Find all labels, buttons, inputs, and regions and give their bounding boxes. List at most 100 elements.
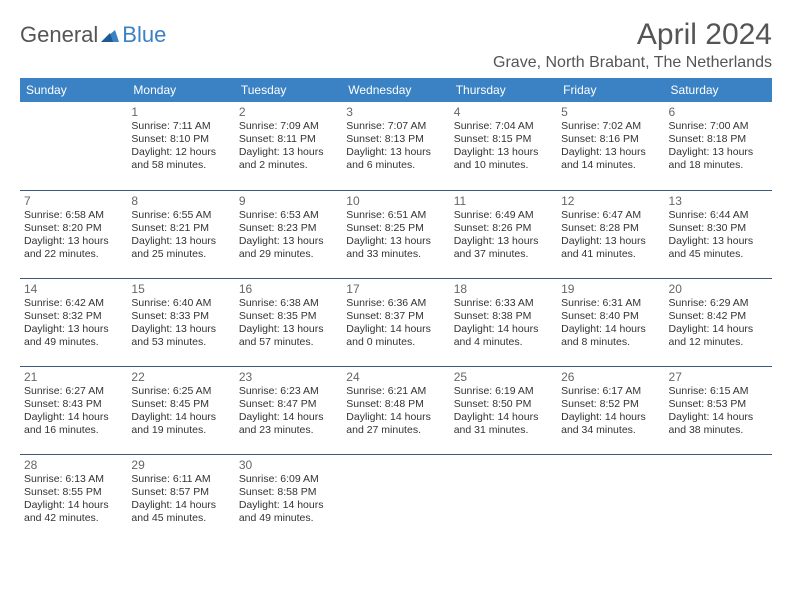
day-info: Sunrise: 6:51 AMSunset: 8:25 PMDaylight:… bbox=[346, 209, 445, 262]
calendar-day-cell: 3Sunrise: 7:07 AMSunset: 8:13 PMDaylight… bbox=[342, 102, 449, 190]
day-number: 29 bbox=[131, 458, 230, 472]
day-number: 28 bbox=[24, 458, 123, 472]
calendar-week-row: 28Sunrise: 6:13 AMSunset: 8:55 PMDayligh… bbox=[20, 454, 772, 542]
day-info: Sunrise: 6:11 AMSunset: 8:57 PMDaylight:… bbox=[131, 473, 230, 526]
calendar-day-cell: 27Sunrise: 6:15 AMSunset: 8:53 PMDayligh… bbox=[665, 366, 772, 454]
calendar-day-cell: 22Sunrise: 6:25 AMSunset: 8:45 PMDayligh… bbox=[127, 366, 234, 454]
brand-triangle-icon bbox=[101, 28, 119, 42]
day-info: Sunrise: 6:40 AMSunset: 8:33 PMDaylight:… bbox=[131, 297, 230, 350]
calendar-day-cell: 18Sunrise: 6:33 AMSunset: 8:38 PMDayligh… bbox=[450, 278, 557, 366]
day-number: 18 bbox=[454, 282, 553, 296]
calendar-day-cell: 7Sunrise: 6:58 AMSunset: 8:20 PMDaylight… bbox=[20, 190, 127, 278]
calendar-day-cell: 20Sunrise: 6:29 AMSunset: 8:42 PMDayligh… bbox=[665, 278, 772, 366]
calendar-empty-cell bbox=[665, 454, 772, 542]
calendar-week-row: 7Sunrise: 6:58 AMSunset: 8:20 PMDaylight… bbox=[20, 190, 772, 278]
calendar-day-cell: 11Sunrise: 6:49 AMSunset: 8:26 PMDayligh… bbox=[450, 190, 557, 278]
month-title: April 2024 bbox=[493, 18, 772, 52]
day-info: Sunrise: 6:31 AMSunset: 8:40 PMDaylight:… bbox=[561, 297, 660, 350]
day-number: 13 bbox=[669, 194, 768, 208]
day-info: Sunrise: 6:25 AMSunset: 8:45 PMDaylight:… bbox=[131, 385, 230, 438]
day-number: 24 bbox=[346, 370, 445, 384]
day-info: Sunrise: 6:44 AMSunset: 8:30 PMDaylight:… bbox=[669, 209, 768, 262]
calendar-day-cell: 21Sunrise: 6:27 AMSunset: 8:43 PMDayligh… bbox=[20, 366, 127, 454]
day-info: Sunrise: 6:13 AMSunset: 8:55 PMDaylight:… bbox=[24, 473, 123, 526]
day-number: 7 bbox=[24, 194, 123, 208]
calendar-day-cell: 28Sunrise: 6:13 AMSunset: 8:55 PMDayligh… bbox=[20, 454, 127, 542]
calendar-week-row: 21Sunrise: 6:27 AMSunset: 8:43 PMDayligh… bbox=[20, 366, 772, 454]
calendar-body: 1Sunrise: 7:11 AMSunset: 8:10 PMDaylight… bbox=[20, 102, 772, 542]
day-number: 1 bbox=[131, 105, 230, 119]
location-text: Grave, North Brabant, The Netherlands bbox=[493, 54, 772, 72]
weekday-header: Tuesday bbox=[235, 78, 342, 102]
day-info: Sunrise: 6:42 AMSunset: 8:32 PMDaylight:… bbox=[24, 297, 123, 350]
calendar-week-row: 1Sunrise: 7:11 AMSunset: 8:10 PMDaylight… bbox=[20, 102, 772, 190]
day-number: 6 bbox=[669, 105, 768, 119]
day-info: Sunrise: 6:27 AMSunset: 8:43 PMDaylight:… bbox=[24, 385, 123, 438]
calendar-day-cell: 12Sunrise: 6:47 AMSunset: 8:28 PMDayligh… bbox=[557, 190, 664, 278]
calendar-day-cell: 4Sunrise: 7:04 AMSunset: 8:15 PMDaylight… bbox=[450, 102, 557, 190]
day-number: 15 bbox=[131, 282, 230, 296]
day-number: 14 bbox=[24, 282, 123, 296]
calendar-day-cell: 25Sunrise: 6:19 AMSunset: 8:50 PMDayligh… bbox=[450, 366, 557, 454]
day-number: 8 bbox=[131, 194, 230, 208]
day-number: 27 bbox=[669, 370, 768, 384]
calendar-day-cell: 1Sunrise: 7:11 AMSunset: 8:10 PMDaylight… bbox=[127, 102, 234, 190]
day-number: 4 bbox=[454, 105, 553, 119]
calendar-day-cell: 8Sunrise: 6:55 AMSunset: 8:21 PMDaylight… bbox=[127, 190, 234, 278]
day-number: 26 bbox=[561, 370, 660, 384]
title-block: April 2024 Grave, North Brabant, The Net… bbox=[493, 18, 772, 72]
calendar-day-cell: 16Sunrise: 6:38 AMSunset: 8:35 PMDayligh… bbox=[235, 278, 342, 366]
day-number: 25 bbox=[454, 370, 553, 384]
day-info: Sunrise: 6:49 AMSunset: 8:26 PMDaylight:… bbox=[454, 209, 553, 262]
brand-part2: Blue bbox=[122, 22, 166, 48]
day-number: 9 bbox=[239, 194, 338, 208]
day-number: 30 bbox=[239, 458, 338, 472]
day-info: Sunrise: 6:17 AMSunset: 8:52 PMDaylight:… bbox=[561, 385, 660, 438]
calendar-day-cell: 13Sunrise: 6:44 AMSunset: 8:30 PMDayligh… bbox=[665, 190, 772, 278]
calendar-empty-cell bbox=[342, 454, 449, 542]
weekday-header: Saturday bbox=[665, 78, 772, 102]
calendar-day-cell: 5Sunrise: 7:02 AMSunset: 8:16 PMDaylight… bbox=[557, 102, 664, 190]
weekday-header: Sunday bbox=[20, 78, 127, 102]
day-info: Sunrise: 7:09 AMSunset: 8:11 PMDaylight:… bbox=[239, 120, 338, 173]
calendar-week-row: 14Sunrise: 6:42 AMSunset: 8:32 PMDayligh… bbox=[20, 278, 772, 366]
brand-logo: General Blue bbox=[20, 22, 166, 48]
calendar-empty-cell bbox=[450, 454, 557, 542]
calendar-empty-cell bbox=[20, 102, 127, 190]
day-number: 17 bbox=[346, 282, 445, 296]
calendar-day-cell: 14Sunrise: 6:42 AMSunset: 8:32 PMDayligh… bbox=[20, 278, 127, 366]
calendar-day-cell: 17Sunrise: 6:36 AMSunset: 8:37 PMDayligh… bbox=[342, 278, 449, 366]
calendar-empty-cell bbox=[557, 454, 664, 542]
day-info: Sunrise: 6:38 AMSunset: 8:35 PMDaylight:… bbox=[239, 297, 338, 350]
day-number: 20 bbox=[669, 282, 768, 296]
day-info: Sunrise: 6:58 AMSunset: 8:20 PMDaylight:… bbox=[24, 209, 123, 262]
weekday-header: Monday bbox=[127, 78, 234, 102]
calendar-day-cell: 15Sunrise: 6:40 AMSunset: 8:33 PMDayligh… bbox=[127, 278, 234, 366]
day-number: 11 bbox=[454, 194, 553, 208]
calendar-day-cell: 6Sunrise: 7:00 AMSunset: 8:18 PMDaylight… bbox=[665, 102, 772, 190]
day-info: Sunrise: 7:11 AMSunset: 8:10 PMDaylight:… bbox=[131, 120, 230, 173]
day-number: 3 bbox=[346, 105, 445, 119]
day-number: 5 bbox=[561, 105, 660, 119]
day-info: Sunrise: 6:09 AMSunset: 8:58 PMDaylight:… bbox=[239, 473, 338, 526]
day-info: Sunrise: 6:21 AMSunset: 8:48 PMDaylight:… bbox=[346, 385, 445, 438]
calendar-day-cell: 9Sunrise: 6:53 AMSunset: 8:23 PMDaylight… bbox=[235, 190, 342, 278]
calendar-day-cell: 10Sunrise: 6:51 AMSunset: 8:25 PMDayligh… bbox=[342, 190, 449, 278]
day-number: 2 bbox=[239, 105, 338, 119]
day-info: Sunrise: 6:36 AMSunset: 8:37 PMDaylight:… bbox=[346, 297, 445, 350]
day-number: 22 bbox=[131, 370, 230, 384]
day-number: 16 bbox=[239, 282, 338, 296]
calendar-day-cell: 30Sunrise: 6:09 AMSunset: 8:58 PMDayligh… bbox=[235, 454, 342, 542]
weekday-header: Friday bbox=[557, 78, 664, 102]
header: General Blue April 2024 Grave, North Bra… bbox=[20, 18, 772, 72]
day-number: 19 bbox=[561, 282, 660, 296]
calendar-day-cell: 24Sunrise: 6:21 AMSunset: 8:48 PMDayligh… bbox=[342, 366, 449, 454]
day-number: 12 bbox=[561, 194, 660, 208]
day-info: Sunrise: 6:47 AMSunset: 8:28 PMDaylight:… bbox=[561, 209, 660, 262]
day-number: 10 bbox=[346, 194, 445, 208]
calendar-day-cell: 29Sunrise: 6:11 AMSunset: 8:57 PMDayligh… bbox=[127, 454, 234, 542]
day-number: 23 bbox=[239, 370, 338, 384]
calendar-day-cell: 23Sunrise: 6:23 AMSunset: 8:47 PMDayligh… bbox=[235, 366, 342, 454]
day-info: Sunrise: 7:02 AMSunset: 8:16 PMDaylight:… bbox=[561, 120, 660, 173]
day-info: Sunrise: 6:19 AMSunset: 8:50 PMDaylight:… bbox=[454, 385, 553, 438]
